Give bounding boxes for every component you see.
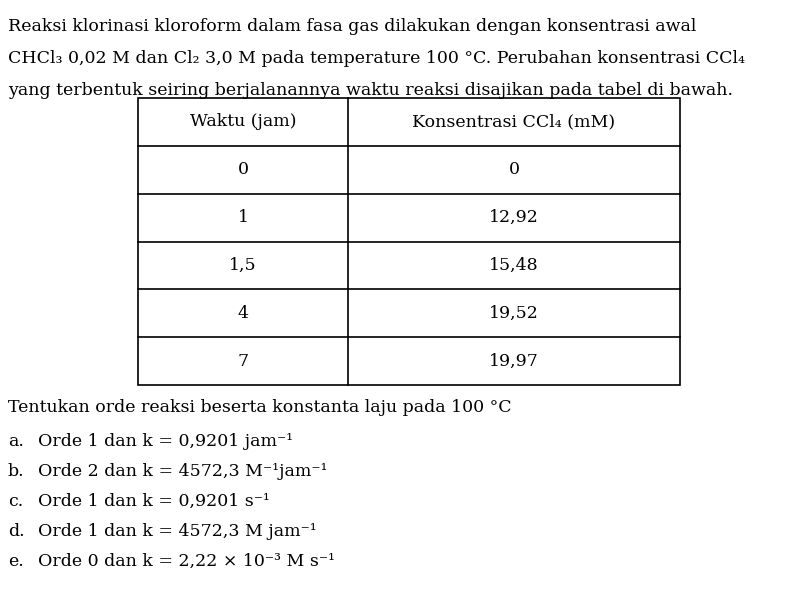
Text: 19,97: 19,97 (489, 353, 539, 369)
Text: Waktu (jam): Waktu (jam) (189, 113, 296, 131)
Text: 1: 1 (237, 209, 248, 226)
Text: Orde 0 dan k = 2,22 × 10⁻³ M s⁻¹: Orde 0 dan k = 2,22 × 10⁻³ M s⁻¹ (38, 553, 335, 570)
Text: Tentukan orde reaksi beserta konstanta laju pada 100 °C: Tentukan orde reaksi beserta konstanta l… (8, 399, 511, 416)
Text: b.: b. (8, 463, 25, 480)
Bar (138, 98, 680, 385)
Text: c.: c. (8, 493, 23, 510)
Text: 7: 7 (237, 353, 248, 369)
Text: CHCl₃ 0,02 M dan Cl₂ 3,0 M pada temperature 100 °C. Perubahan konsentrasi CCl₄: CHCl₃ 0,02 M dan Cl₂ 3,0 M pada temperat… (8, 50, 745, 67)
Text: a.: a. (8, 433, 24, 450)
Text: 4: 4 (237, 305, 248, 322)
Text: e.: e. (8, 553, 24, 570)
Text: Konsentrasi CCl₄ (mM): Konsentrasi CCl₄ (mM) (412, 113, 615, 131)
Text: yang terbentuk seiring berjalanannya waktu reaksi disajikan pada tabel di bawah.: yang terbentuk seiring berjalanannya wak… (8, 82, 733, 99)
Text: 12,92: 12,92 (489, 209, 539, 226)
Text: Reaksi klorinasi kloroform dalam fasa gas dilakukan dengan konsentrasi awal: Reaksi klorinasi kloroform dalam fasa ga… (8, 18, 697, 35)
Text: 19,52: 19,52 (489, 305, 539, 322)
Text: Orde 2 dan k = 4572,3 M⁻¹jam⁻¹: Orde 2 dan k = 4572,3 M⁻¹jam⁻¹ (38, 463, 328, 480)
Text: d.: d. (8, 523, 25, 540)
Text: Orde 1 dan k = 4572,3 M jam⁻¹: Orde 1 dan k = 4572,3 M jam⁻¹ (38, 523, 316, 540)
Text: 0: 0 (237, 161, 248, 178)
Text: 15,48: 15,48 (489, 257, 539, 274)
Text: 1,5: 1,5 (229, 257, 256, 274)
Text: Orde 1 dan k = 0,9201 jam⁻¹: Orde 1 dan k = 0,9201 jam⁻¹ (38, 433, 293, 450)
Text: 0: 0 (508, 161, 519, 178)
Text: Orde 1 dan k = 0,9201 s⁻¹: Orde 1 dan k = 0,9201 s⁻¹ (38, 493, 270, 510)
